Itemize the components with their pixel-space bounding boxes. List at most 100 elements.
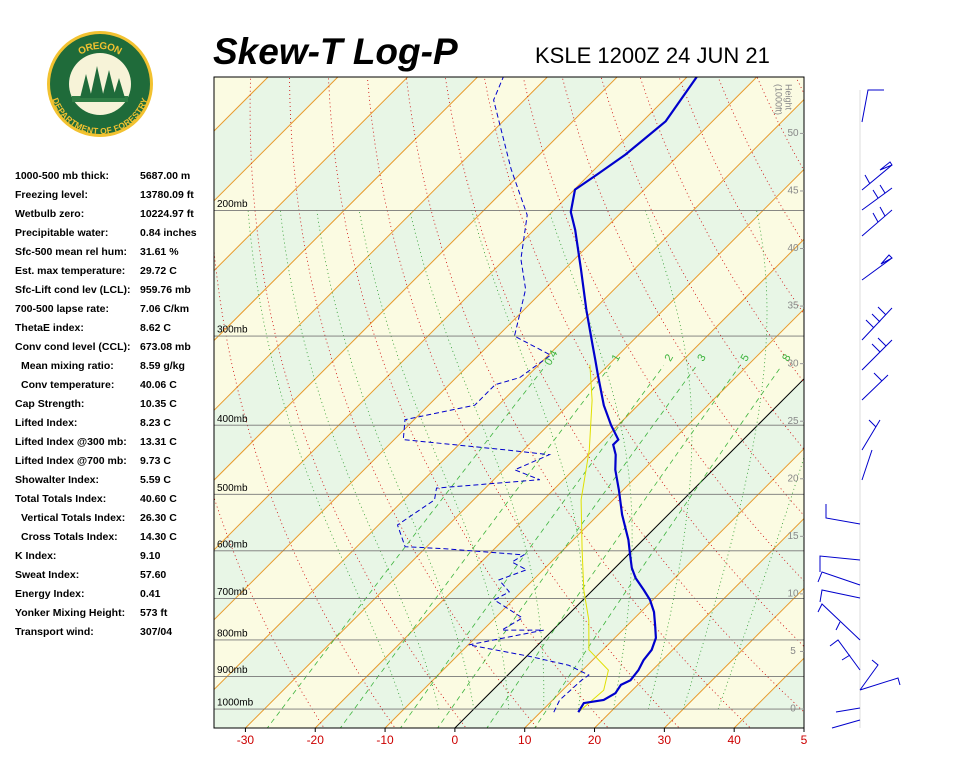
- height-tick-label: 0: [790, 704, 796, 715]
- plot-frame: [213, 76, 805, 729]
- stat-value: 26.30 C: [140, 512, 177, 524]
- wind-barb: [861, 419, 881, 451]
- band: [214, 77, 804, 690]
- stat-row: 1000-500 mb thick: 5687.00 m: [15, 167, 215, 186]
- wind-barb: [861, 337, 893, 371]
- profile-line: [396, 77, 590, 713]
- stat-label: Cap Strength:: [15, 398, 85, 410]
- stat-row: Precipitable water: 0.84 inches: [15, 224, 215, 243]
- x-tick-label: 0: [452, 733, 459, 747]
- stat-label: Total Totals Index:: [15, 493, 107, 505]
- wind-barb: [817, 571, 861, 603]
- stat-label: Yonker Mixing Height:: [15, 607, 126, 619]
- height-tick-label: 35: [787, 301, 799, 312]
- wind-barb: [817, 603, 861, 641]
- height-axis-label: Height: [784, 84, 794, 111]
- y-tick-label: 600mb: [217, 539, 248, 550]
- stat-value: 13780.09 ft: [140, 189, 194, 201]
- stat-label: Lifted Index @300 mb:: [15, 436, 127, 448]
- stat-label: Lifted Index:: [15, 417, 78, 429]
- x-tick-label: -10: [376, 733, 394, 747]
- stat-row: Lifted Index @300 mb: 13.31 C: [15, 433, 215, 452]
- stat-label: Precipitable water:: [15, 227, 109, 239]
- wind-barb: [861, 449, 873, 481]
- stat-value: 0.41: [140, 588, 161, 600]
- stat-label: Showalter Index:: [15, 474, 100, 486]
- isotherm: [214, 77, 409, 272]
- height-tick-label: 50: [787, 128, 799, 139]
- wind-barb: [819, 555, 861, 572]
- stat-label: Transport wind:: [15, 626, 94, 638]
- y-tick-label: 700mb: [217, 587, 248, 598]
- mixing-ratio-label: 1: [610, 352, 623, 363]
- x-tick-label: 20: [588, 733, 602, 747]
- y-tick-label: 900mb: [217, 665, 248, 676]
- height-tick-label: 10: [787, 589, 799, 600]
- height-tick-label: 5: [790, 646, 796, 657]
- moist-adiabat: [409, 210, 545, 710]
- isotherm: [874, 77, 960, 728]
- moist-adiabat: [358, 210, 510, 710]
- stat-row: 700-500 lapse rate: 7.06 C/km: [15, 300, 215, 319]
- stat-row: Total Totals Index: 40.60 C: [15, 490, 215, 509]
- stat-value: 8.59 g/kg: [140, 360, 185, 372]
- x-tick-label: 5: [801, 733, 808, 747]
- wind-barb: [861, 206, 893, 237]
- stat-label: ThetaE index:: [15, 322, 84, 334]
- wind-barb: [861, 254, 893, 281]
- freezing-isotherm: [454, 378, 804, 728]
- moist-adiabat: [471, 210, 585, 710]
- stat-value: 57.60: [140, 569, 167, 581]
- band: [804, 77, 960, 728]
- stat-row: Lifted Index: 8.23 C: [15, 414, 215, 433]
- mixing-ratio-line: [486, 365, 741, 728]
- axes: 0.4 1 2 3 5 8200mb300mb400mb500mb600mb700mb80…: [217, 84, 808, 747]
- stat-label: Freezing level:: [15, 189, 88, 201]
- band: [874, 77, 960, 728]
- dry-adiabat: [367, 77, 680, 728]
- height-tick-label: 45: [787, 186, 799, 197]
- stat-value: 10.35 C: [140, 398, 177, 410]
- stat-value: 40.60 C: [140, 493, 177, 505]
- stat-row: Wetbulb zero: 10224.97 ft: [15, 205, 215, 224]
- dry-adiabat: [483, 77, 804, 648]
- stat-row: Lifted Index @700 mb: 9.73 C: [15, 452, 215, 471]
- mixing-ratio-label: 2: [663, 352, 676, 363]
- stat-row: Showalter Index: 5.59 C: [15, 471, 215, 490]
- stat-label: Est. max temperature:: [15, 265, 126, 277]
- mixing-ratio-label: 3: [695, 352, 708, 363]
- stat-label: Conv temperature:: [21, 379, 115, 391]
- height-tick-label: 25: [787, 416, 799, 427]
- stat-row: Cross Totals Index: 14.30 C: [15, 528, 215, 547]
- stat-value: 10224.97 ft: [140, 208, 194, 220]
- isotherm: [214, 77, 618, 481]
- stat-row: Conv temperature: 40.06 C: [15, 376, 215, 395]
- height-tick-label: 40: [787, 243, 799, 254]
- stat-value: 13.31 C: [140, 436, 177, 448]
- stat-value: 31.61 %: [140, 246, 179, 258]
- stat-row: Transport wind: 307/04: [15, 623, 215, 642]
- x-tick-label: -20: [307, 733, 325, 747]
- y-tick-label: 1000mb: [217, 698, 254, 709]
- mixing-ratio-label: 5: [739, 352, 752, 363]
- x-tick-label: 30: [658, 733, 672, 747]
- wind-barb: [859, 659, 901, 691]
- y-tick-label: 800mb: [217, 629, 248, 640]
- stat-value: 9.10: [140, 550, 161, 562]
- isotherm: [245, 168, 804, 728]
- stat-label: Lifted Index @700 mb:: [15, 455, 127, 467]
- height-axis-label: (1000ft): [774, 84, 784, 115]
- dry-adiabat: [913, 77, 960, 730]
- stat-label: Sfc-500 mean rel hum:: [15, 246, 128, 258]
- x-tick-label: 40: [727, 733, 741, 747]
- dry-adiabat: [328, 77, 609, 728]
- height-tick-label: 20: [787, 473, 799, 484]
- wind-barb: [861, 184, 893, 211]
- dry-adiabat: [600, 77, 804, 450]
- moist-adiabat: [644, 210, 693, 710]
- stat-value: 8.23 C: [140, 417, 171, 429]
- stat-row: Sweat Index: 57.60: [15, 566, 215, 585]
- height-tick-label: 15: [787, 531, 799, 542]
- y-tick-label: 200mb: [217, 199, 248, 210]
